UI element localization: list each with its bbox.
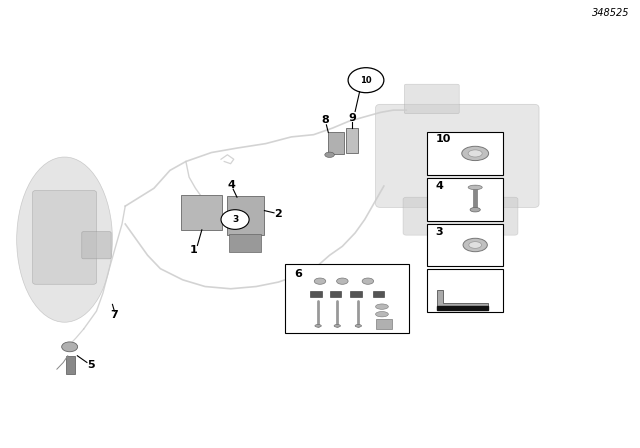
Ellipse shape <box>463 238 487 252</box>
FancyBboxPatch shape <box>404 84 460 114</box>
Bar <box>428 224 502 267</box>
Bar <box>428 133 502 175</box>
Text: 5: 5 <box>88 360 95 370</box>
FancyBboxPatch shape <box>376 104 539 207</box>
Bar <box>285 264 410 333</box>
Ellipse shape <box>61 342 77 352</box>
Ellipse shape <box>362 278 374 284</box>
Bar <box>350 291 362 297</box>
Ellipse shape <box>376 311 388 317</box>
Ellipse shape <box>17 157 113 322</box>
Ellipse shape <box>334 324 340 327</box>
Circle shape <box>348 68 384 93</box>
Ellipse shape <box>468 241 481 248</box>
Ellipse shape <box>337 278 348 284</box>
FancyBboxPatch shape <box>33 190 97 284</box>
Text: 6: 6 <box>294 269 301 279</box>
Ellipse shape <box>315 324 321 327</box>
Bar <box>428 269 502 311</box>
Bar <box>346 128 358 152</box>
Bar <box>330 291 341 297</box>
Text: 1: 1 <box>189 245 197 255</box>
Bar <box>328 133 344 154</box>
Ellipse shape <box>468 185 482 190</box>
Text: 4: 4 <box>436 181 444 191</box>
Text: 7: 7 <box>111 310 118 320</box>
Text: 348525: 348525 <box>592 8 630 18</box>
FancyBboxPatch shape <box>403 197 518 235</box>
Text: 4: 4 <box>228 180 236 190</box>
Text: 2: 2 <box>275 209 282 219</box>
Bar <box>227 196 264 235</box>
Ellipse shape <box>314 278 326 284</box>
FancyBboxPatch shape <box>82 232 111 259</box>
Text: 10: 10 <box>360 76 372 85</box>
Circle shape <box>221 210 249 229</box>
Polygon shape <box>437 290 488 306</box>
Text: 9: 9 <box>348 113 356 123</box>
Ellipse shape <box>355 324 362 327</box>
Text: 3: 3 <box>436 227 444 237</box>
Text: 10: 10 <box>436 134 451 144</box>
Bar <box>180 195 222 230</box>
Ellipse shape <box>376 304 388 309</box>
Ellipse shape <box>468 150 482 157</box>
Bar <box>376 319 392 328</box>
Bar <box>66 356 75 374</box>
Bar <box>437 306 488 310</box>
Ellipse shape <box>470 207 480 212</box>
Ellipse shape <box>324 152 334 157</box>
Text: 8: 8 <box>321 116 329 125</box>
Bar <box>428 178 502 221</box>
Ellipse shape <box>462 146 488 160</box>
Text: 3: 3 <box>232 215 238 224</box>
Bar <box>373 291 385 297</box>
Bar <box>229 234 261 252</box>
Bar <box>310 291 322 297</box>
